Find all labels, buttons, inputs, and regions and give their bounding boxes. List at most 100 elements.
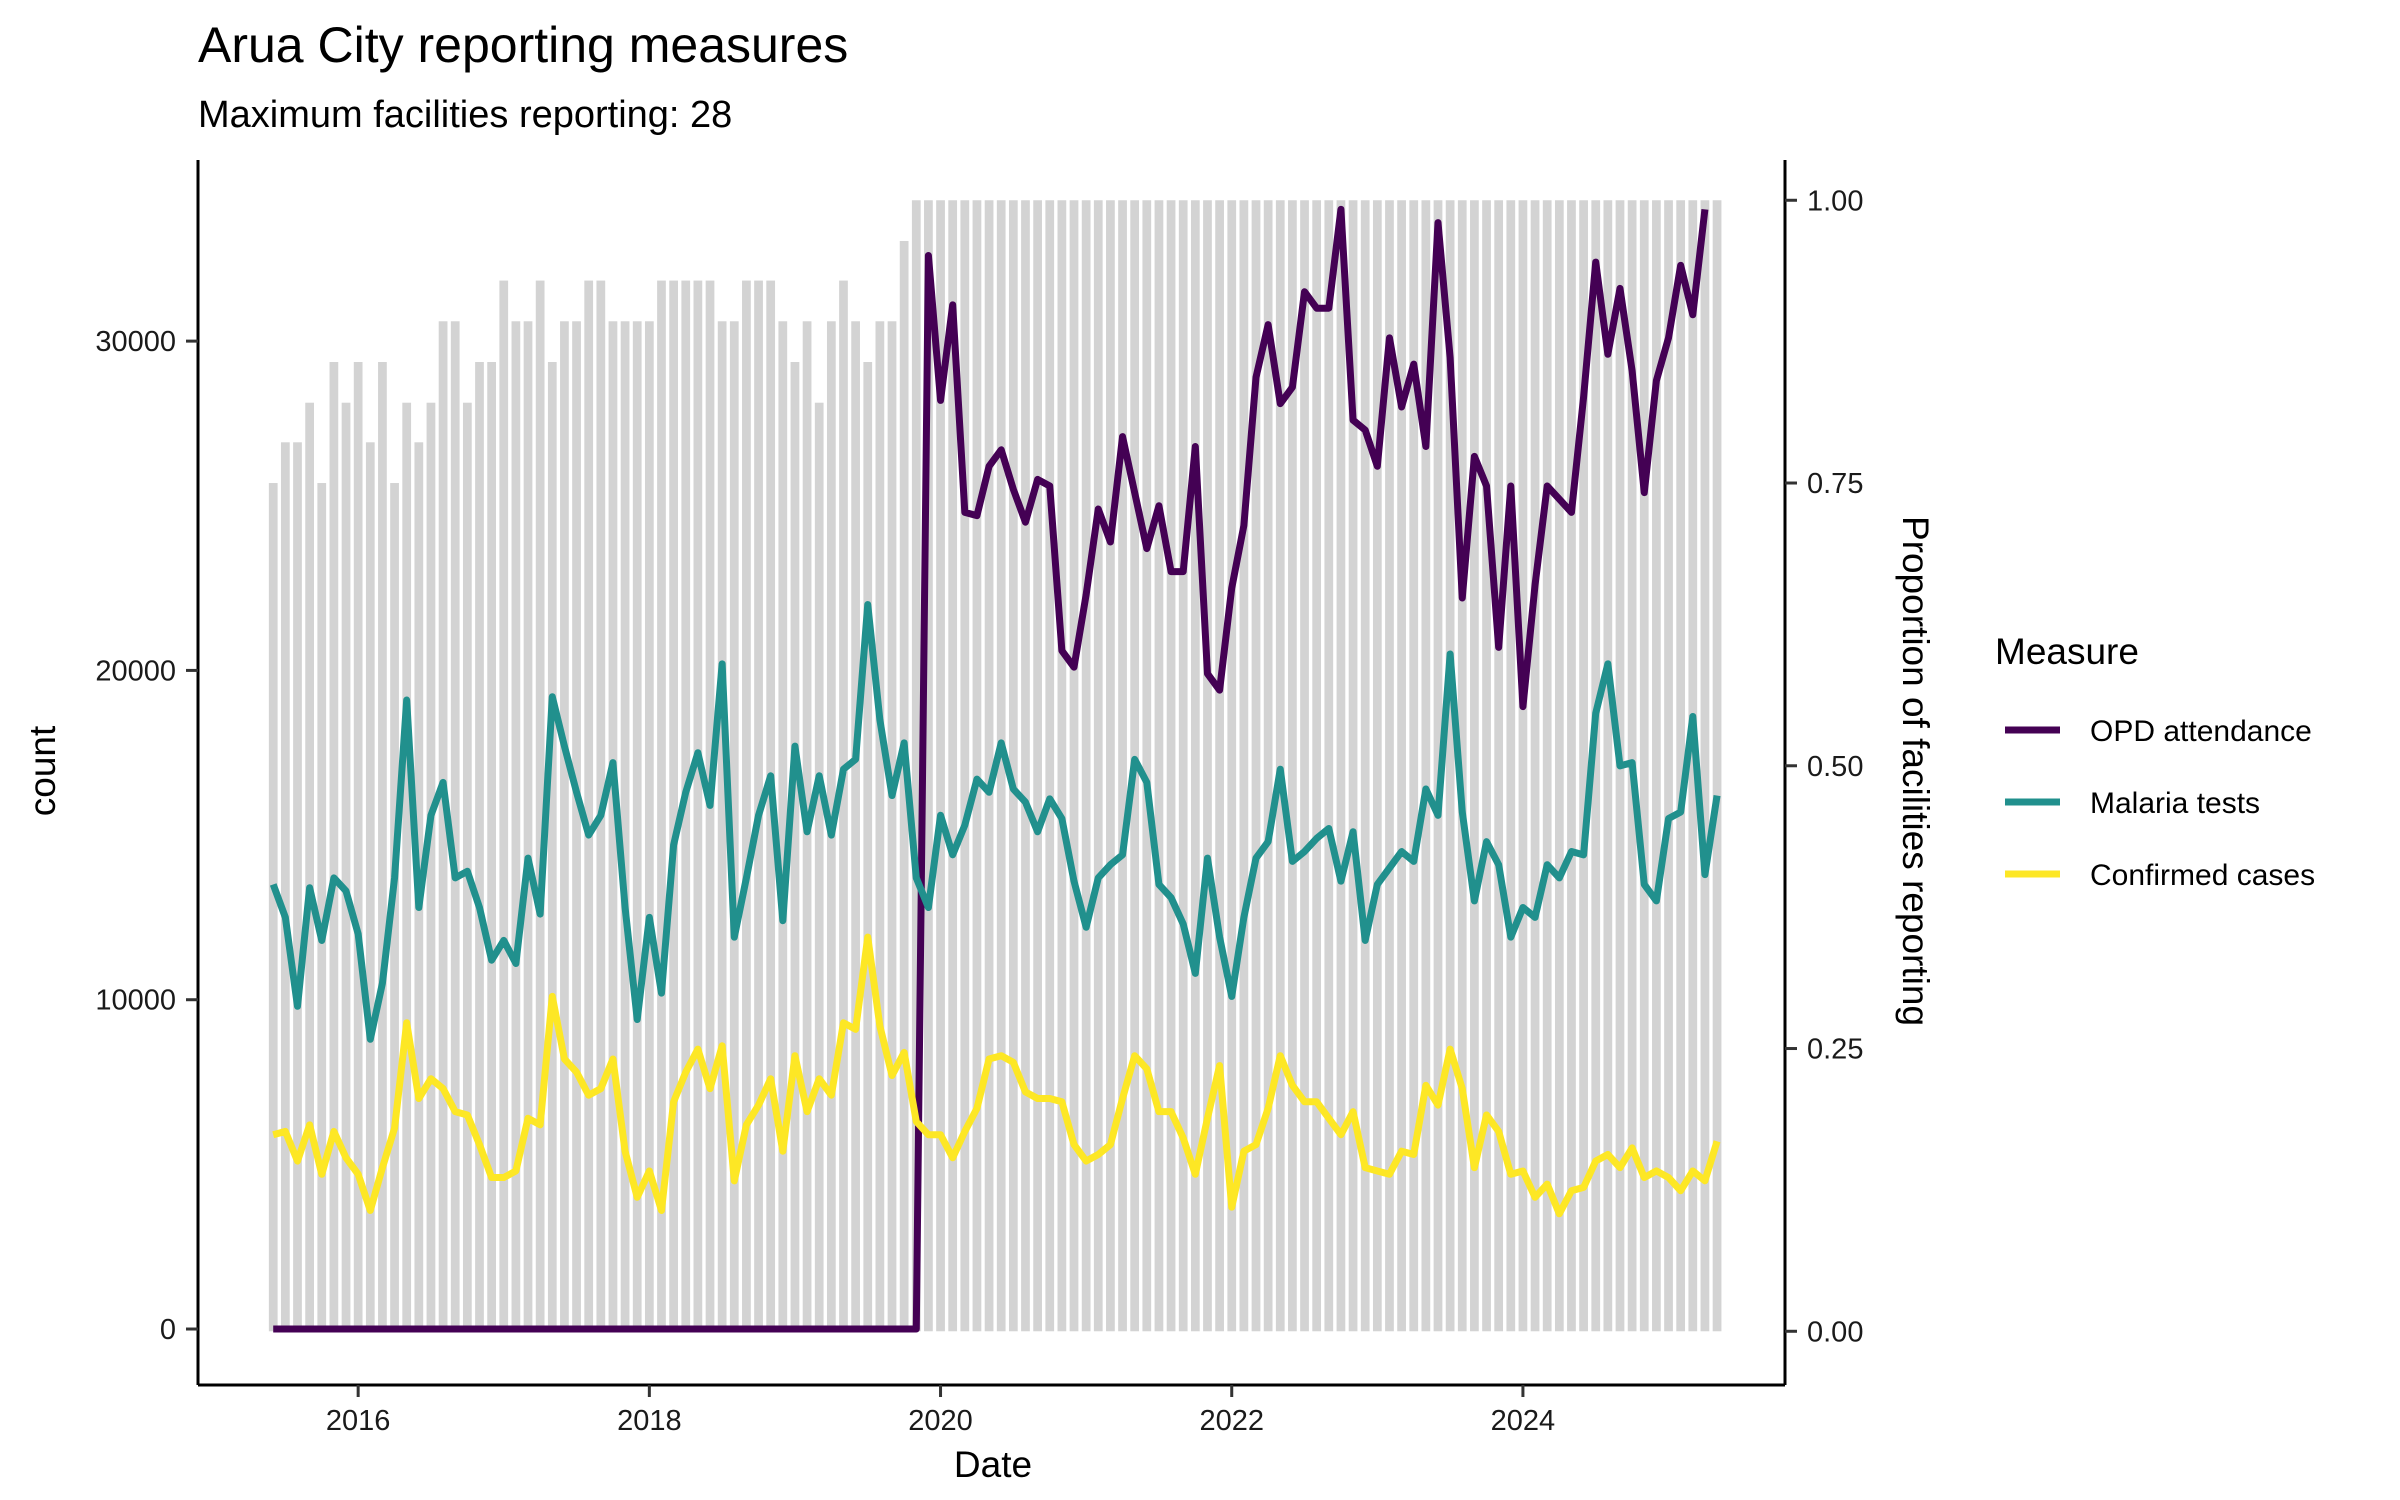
reporting-bar xyxy=(1567,200,1576,1332)
reporting-bar xyxy=(1033,200,1042,1332)
x-tick-label: 2024 xyxy=(1491,1405,1556,1437)
reporting-bar xyxy=(353,362,363,1332)
reporting-bar xyxy=(1579,200,1588,1332)
reporting-bar xyxy=(814,402,824,1332)
reporting-bar xyxy=(717,321,727,1332)
series-line-opd-attendance xyxy=(273,205,1709,1333)
reporting-bar xyxy=(984,200,994,1332)
reporting-bar xyxy=(1154,200,1164,1332)
reporting-bar xyxy=(487,362,496,1332)
reporting-bar xyxy=(305,402,314,1332)
series-lines xyxy=(269,205,1721,1333)
reporting-bar xyxy=(1652,200,1661,1332)
reporting-bar xyxy=(1215,200,1224,1332)
reporting-bar xyxy=(1057,200,1067,1332)
reporting-bar xyxy=(341,402,351,1332)
reporting-bar xyxy=(523,321,533,1332)
reporting-bar xyxy=(948,200,958,1332)
reporting-bar xyxy=(1190,200,1200,1332)
x-tick-label: 2016 xyxy=(326,1405,391,1437)
reporting-bar xyxy=(280,442,290,1332)
reporting-bar xyxy=(669,280,678,1332)
reporting-bar xyxy=(644,321,654,1332)
reporting-bar xyxy=(511,321,521,1332)
reporting-bar xyxy=(972,200,982,1332)
y-tick-label: 10000 xyxy=(95,985,176,1017)
y2-tick-label: 0.00 xyxy=(1807,1316,1863,1348)
reporting-bar xyxy=(365,442,375,1332)
reporting-bar xyxy=(1360,200,1370,1332)
reporting-bar xyxy=(960,200,970,1332)
y-tick-label: 0 xyxy=(160,1314,176,1346)
reporting-bar xyxy=(1688,200,1698,1332)
y-axis-title: count xyxy=(22,725,63,816)
reporting-bar xyxy=(1203,200,1212,1332)
reporting-bar xyxy=(1372,200,1382,1332)
reporting-bar xyxy=(1433,200,1443,1332)
reporting-bar xyxy=(1676,200,1686,1332)
reporting-bar xyxy=(560,321,569,1332)
reporting-bar xyxy=(778,321,788,1332)
x-tick-label: 2020 xyxy=(908,1405,973,1437)
reporting-bar xyxy=(1045,200,1055,1332)
reporting-bar xyxy=(402,402,412,1332)
y2-tick-label: 0.25 xyxy=(1807,1034,1863,1066)
reporting-bar xyxy=(317,483,327,1332)
series-line-confirmed-cases xyxy=(272,933,1721,1218)
reporting-bar xyxy=(1142,200,1152,1332)
y2-tick-label: 1.00 xyxy=(1807,185,1863,217)
reporting-bar xyxy=(268,483,278,1332)
series-line-malaria-tests xyxy=(269,601,1721,1043)
reporting-bar xyxy=(924,200,933,1332)
x-axis-title: Date xyxy=(954,1444,1032,1485)
reporting-bar xyxy=(1639,200,1649,1332)
reporting-bar xyxy=(1288,200,1297,1332)
reporting-bar xyxy=(1239,200,1249,1332)
legend: Measure OPD attendance Malaria tests Confi… xyxy=(1995,631,2315,892)
reporting-bar xyxy=(875,321,885,1332)
y-tick-label: 30000 xyxy=(95,326,176,358)
reporting-bar xyxy=(632,321,642,1332)
reporting-bar xyxy=(887,321,897,1332)
reporting-bar xyxy=(657,280,666,1332)
reporting-bar xyxy=(1518,200,1528,1332)
reporting-bar xyxy=(475,362,484,1332)
reporting-bar xyxy=(620,321,630,1332)
reporting-bar xyxy=(1106,200,1115,1332)
reporting-bar xyxy=(1409,200,1419,1332)
y2-tick-label: 0.50 xyxy=(1807,751,1863,783)
reporting-bar xyxy=(996,200,1006,1332)
reporting-bar xyxy=(1227,200,1237,1332)
reporting-bar xyxy=(1166,200,1176,1332)
reporting-bar xyxy=(450,321,460,1332)
reporting-bar xyxy=(438,321,448,1332)
reporting-bar xyxy=(1470,200,1479,1332)
reporting-bar xyxy=(1081,200,1091,1332)
reporting-bar xyxy=(1445,200,1455,1332)
reporting-bar xyxy=(899,240,909,1332)
reporting-bar xyxy=(790,362,800,1332)
reporting-bar xyxy=(1008,200,1018,1332)
reporting-bar xyxy=(547,362,557,1332)
reporting-bar xyxy=(1069,200,1079,1332)
reporting-bar xyxy=(1300,200,1309,1332)
reporting-bar xyxy=(1530,200,1540,1332)
legend-label: OPD attendance xyxy=(2090,715,2312,748)
chart-subtitle: Maximum facilities reporting: 28 xyxy=(198,94,732,136)
reporting-bar xyxy=(1397,200,1406,1332)
reporting-bar xyxy=(936,200,945,1332)
reporting-bar xyxy=(535,280,545,1332)
reporting-bar xyxy=(1591,200,1601,1332)
reporting-bar xyxy=(851,321,860,1332)
reporting-bar xyxy=(1021,200,1030,1332)
reporting-bar xyxy=(426,402,436,1332)
reporting-bar xyxy=(572,321,581,1332)
reporting-bar xyxy=(729,321,739,1332)
reporting-bar xyxy=(1603,200,1613,1332)
reporting-bar xyxy=(1421,200,1431,1332)
legend-label: Malaria tests xyxy=(2090,787,2260,820)
reporting-bar xyxy=(293,442,302,1332)
reporting-bar xyxy=(1494,200,1504,1332)
reporting-bar xyxy=(462,402,472,1332)
